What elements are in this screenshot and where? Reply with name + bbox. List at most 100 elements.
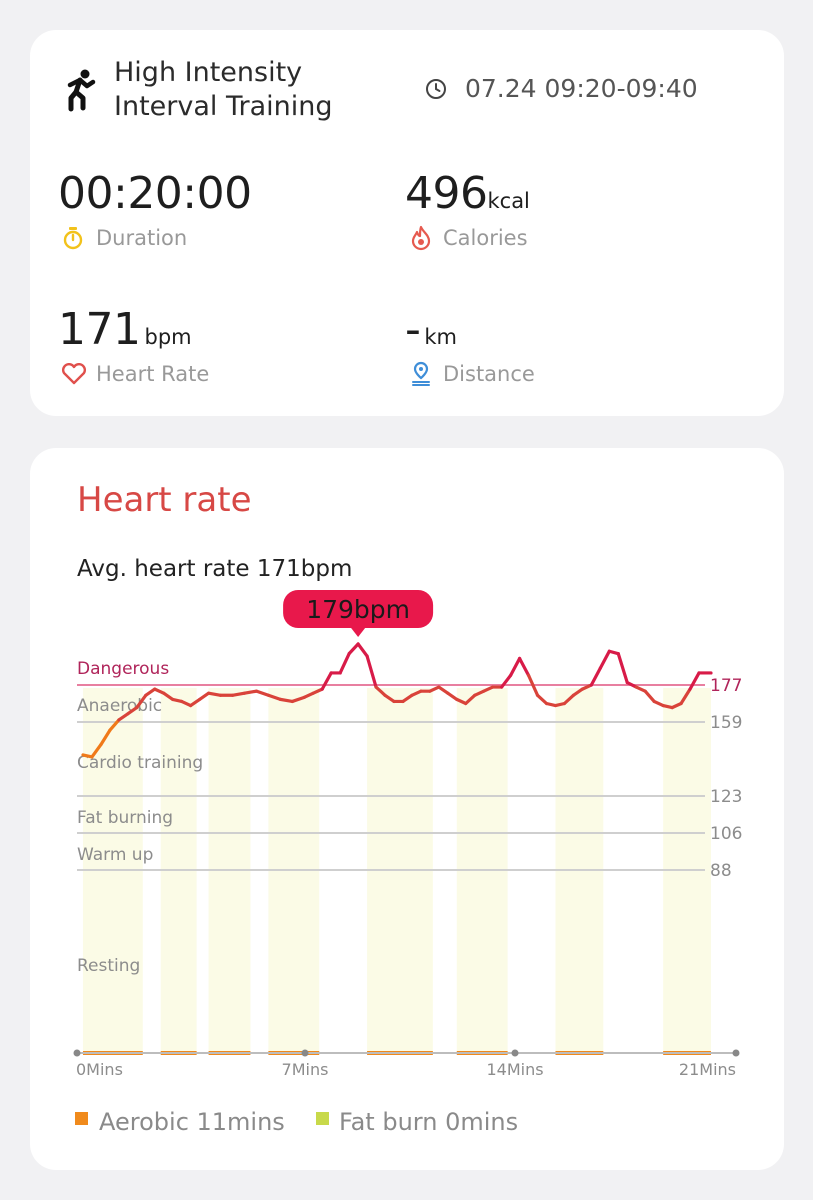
distance-value: - xyxy=(405,304,421,355)
zone-threshold-label: 106 xyxy=(710,824,742,844)
heart-rate-card: Heart rate Avg. heart rate 171bpm Danger… xyxy=(30,448,784,1170)
heart-rate-segment xyxy=(144,687,157,697)
workout-title-line2: Interval Training xyxy=(114,91,333,122)
heart-rate-segment xyxy=(347,642,360,656)
heart-rate-segment xyxy=(634,685,647,693)
x-tick-label: 14Mins xyxy=(486,1060,543,1079)
heart-rate-segment xyxy=(365,654,378,689)
heart-rate-segment xyxy=(108,718,121,732)
heart-rate-segment xyxy=(302,691,315,699)
x-axis-dot xyxy=(73,1049,81,1057)
heart-rate-chart: Dangerous 177 Anaerobic 159 Cardio training 1… xyxy=(73,590,742,1079)
heart-rate-segment xyxy=(278,697,294,704)
workout-summary-card: High Intensity Interval Training 07.24 0… xyxy=(30,30,784,416)
x-tick-label: 7Mins xyxy=(282,1060,329,1079)
heart-rate-value-group: 171 bpm xyxy=(58,304,192,355)
zone-label: Cardio training xyxy=(77,753,203,773)
heart-rate-segment xyxy=(535,693,549,706)
location-pin-icon xyxy=(412,361,430,386)
heart-rate-value: 171 xyxy=(58,304,141,355)
heart-rate-segment xyxy=(290,695,306,704)
heart-rate-segment xyxy=(374,685,387,697)
clock-icon xyxy=(426,79,446,99)
workout-title-line1: High Intensity xyxy=(114,57,303,88)
max-bubble: 179bpm xyxy=(283,590,434,637)
duration-value: 00:20:00 xyxy=(58,168,252,219)
distance-label: Distance xyxy=(443,362,535,386)
heart-rate-segment xyxy=(589,666,602,687)
heart-rate-segment xyxy=(500,673,513,689)
avg-heart-rate-text: Avg. heart rate 171bpm xyxy=(77,556,353,582)
flame-icon xyxy=(411,225,431,251)
heart-rate-segment xyxy=(135,693,148,710)
heart-rate-segment xyxy=(509,656,522,677)
heart-rate-segment xyxy=(562,693,576,706)
heart-rate-segment xyxy=(625,680,638,689)
heart-rate-segment xyxy=(356,642,369,658)
zone-label: Warm up xyxy=(77,845,153,865)
x-tick-label: 21Mins xyxy=(679,1060,736,1079)
legend-fatburn-label: Fat burn 0mins xyxy=(339,1108,519,1136)
calories-value: 496 xyxy=(405,168,488,219)
heart-rate-segment xyxy=(311,687,324,695)
zone-label-resting: Resting xyxy=(77,956,140,976)
heart-rate-label: Heart Rate xyxy=(96,362,210,386)
heart-rate-segment xyxy=(652,699,665,708)
max-bubble-box xyxy=(283,590,434,628)
heart-rate-segment xyxy=(401,693,414,704)
legend-aerobic-label: Aerobic 11mins xyxy=(99,1108,285,1136)
heart-rate-segment xyxy=(153,687,166,695)
heart-rate-segment xyxy=(99,728,112,747)
heart-rate-segment xyxy=(670,701,683,710)
heart-rate-segment xyxy=(517,656,531,677)
heart-rate-segment xyxy=(162,691,175,701)
duration-label: Duration xyxy=(96,226,188,250)
heart-rate-segment xyxy=(198,691,211,701)
heart-rate-segment xyxy=(338,652,351,675)
heart-rate-segment xyxy=(571,687,584,697)
legend-fatburn-swatch xyxy=(316,1112,329,1125)
heart-rate-segment xyxy=(688,671,701,691)
heart-rate-segment xyxy=(455,697,468,706)
heart-rate-segment xyxy=(320,671,333,691)
heart-rate-segment xyxy=(242,689,259,695)
distance-value-group: - km xyxy=(405,304,457,355)
zone-label: Anaerobic xyxy=(77,696,162,716)
heart-rate-segment xyxy=(206,691,223,697)
heart-rate-segment xyxy=(126,706,139,716)
x-axis: 0Mins 7Mins 14Mins 21Mins xyxy=(73,1049,740,1079)
heart-rate-segment xyxy=(266,693,282,701)
zone-label: Fat burning xyxy=(77,808,173,828)
zone-threshold-label: 123 xyxy=(710,787,742,807)
zone-grid: Dangerous 177 Anaerobic 159 Cardio training 1… xyxy=(77,659,742,976)
heart-rate-line xyxy=(81,642,713,759)
heart-rate-segment xyxy=(482,685,495,693)
max-bubble-pointer xyxy=(351,628,366,637)
zone-threshold-label: 159 xyxy=(710,713,742,733)
x-axis-dot xyxy=(511,1049,519,1057)
distance-unit: km xyxy=(424,325,458,349)
heart-rate-segment xyxy=(526,673,540,697)
heart-rate-segment xyxy=(437,685,450,695)
heart-rate-segment xyxy=(428,685,441,693)
heart-rate-segment xyxy=(616,652,629,685)
heart-rate-segment xyxy=(473,689,486,697)
calories-unit: kcal xyxy=(487,189,530,213)
heart-rate-segment xyxy=(464,693,477,706)
heart-rate-unit: bpm xyxy=(144,325,192,349)
aerobic-bands xyxy=(82,688,711,1055)
heart-rate-segment xyxy=(446,691,459,701)
x-tick-label: 0Mins xyxy=(76,1060,123,1079)
heart-icon xyxy=(61,363,87,385)
x-axis-dot xyxy=(301,1049,309,1057)
heart-rate-segment xyxy=(643,689,656,704)
heart-rate-segment xyxy=(230,691,247,697)
heart-rate-title: Heart rate xyxy=(77,480,252,520)
heart-rate-segment xyxy=(383,693,396,704)
x-axis-dot xyxy=(732,1049,740,1057)
heart-rate-segment xyxy=(180,699,193,708)
heart-rate-segment xyxy=(679,687,692,706)
zone-threshold-label: 88 xyxy=(710,861,732,881)
zone-label: Dangerous xyxy=(77,659,169,679)
heart-rate-segment xyxy=(117,712,130,722)
